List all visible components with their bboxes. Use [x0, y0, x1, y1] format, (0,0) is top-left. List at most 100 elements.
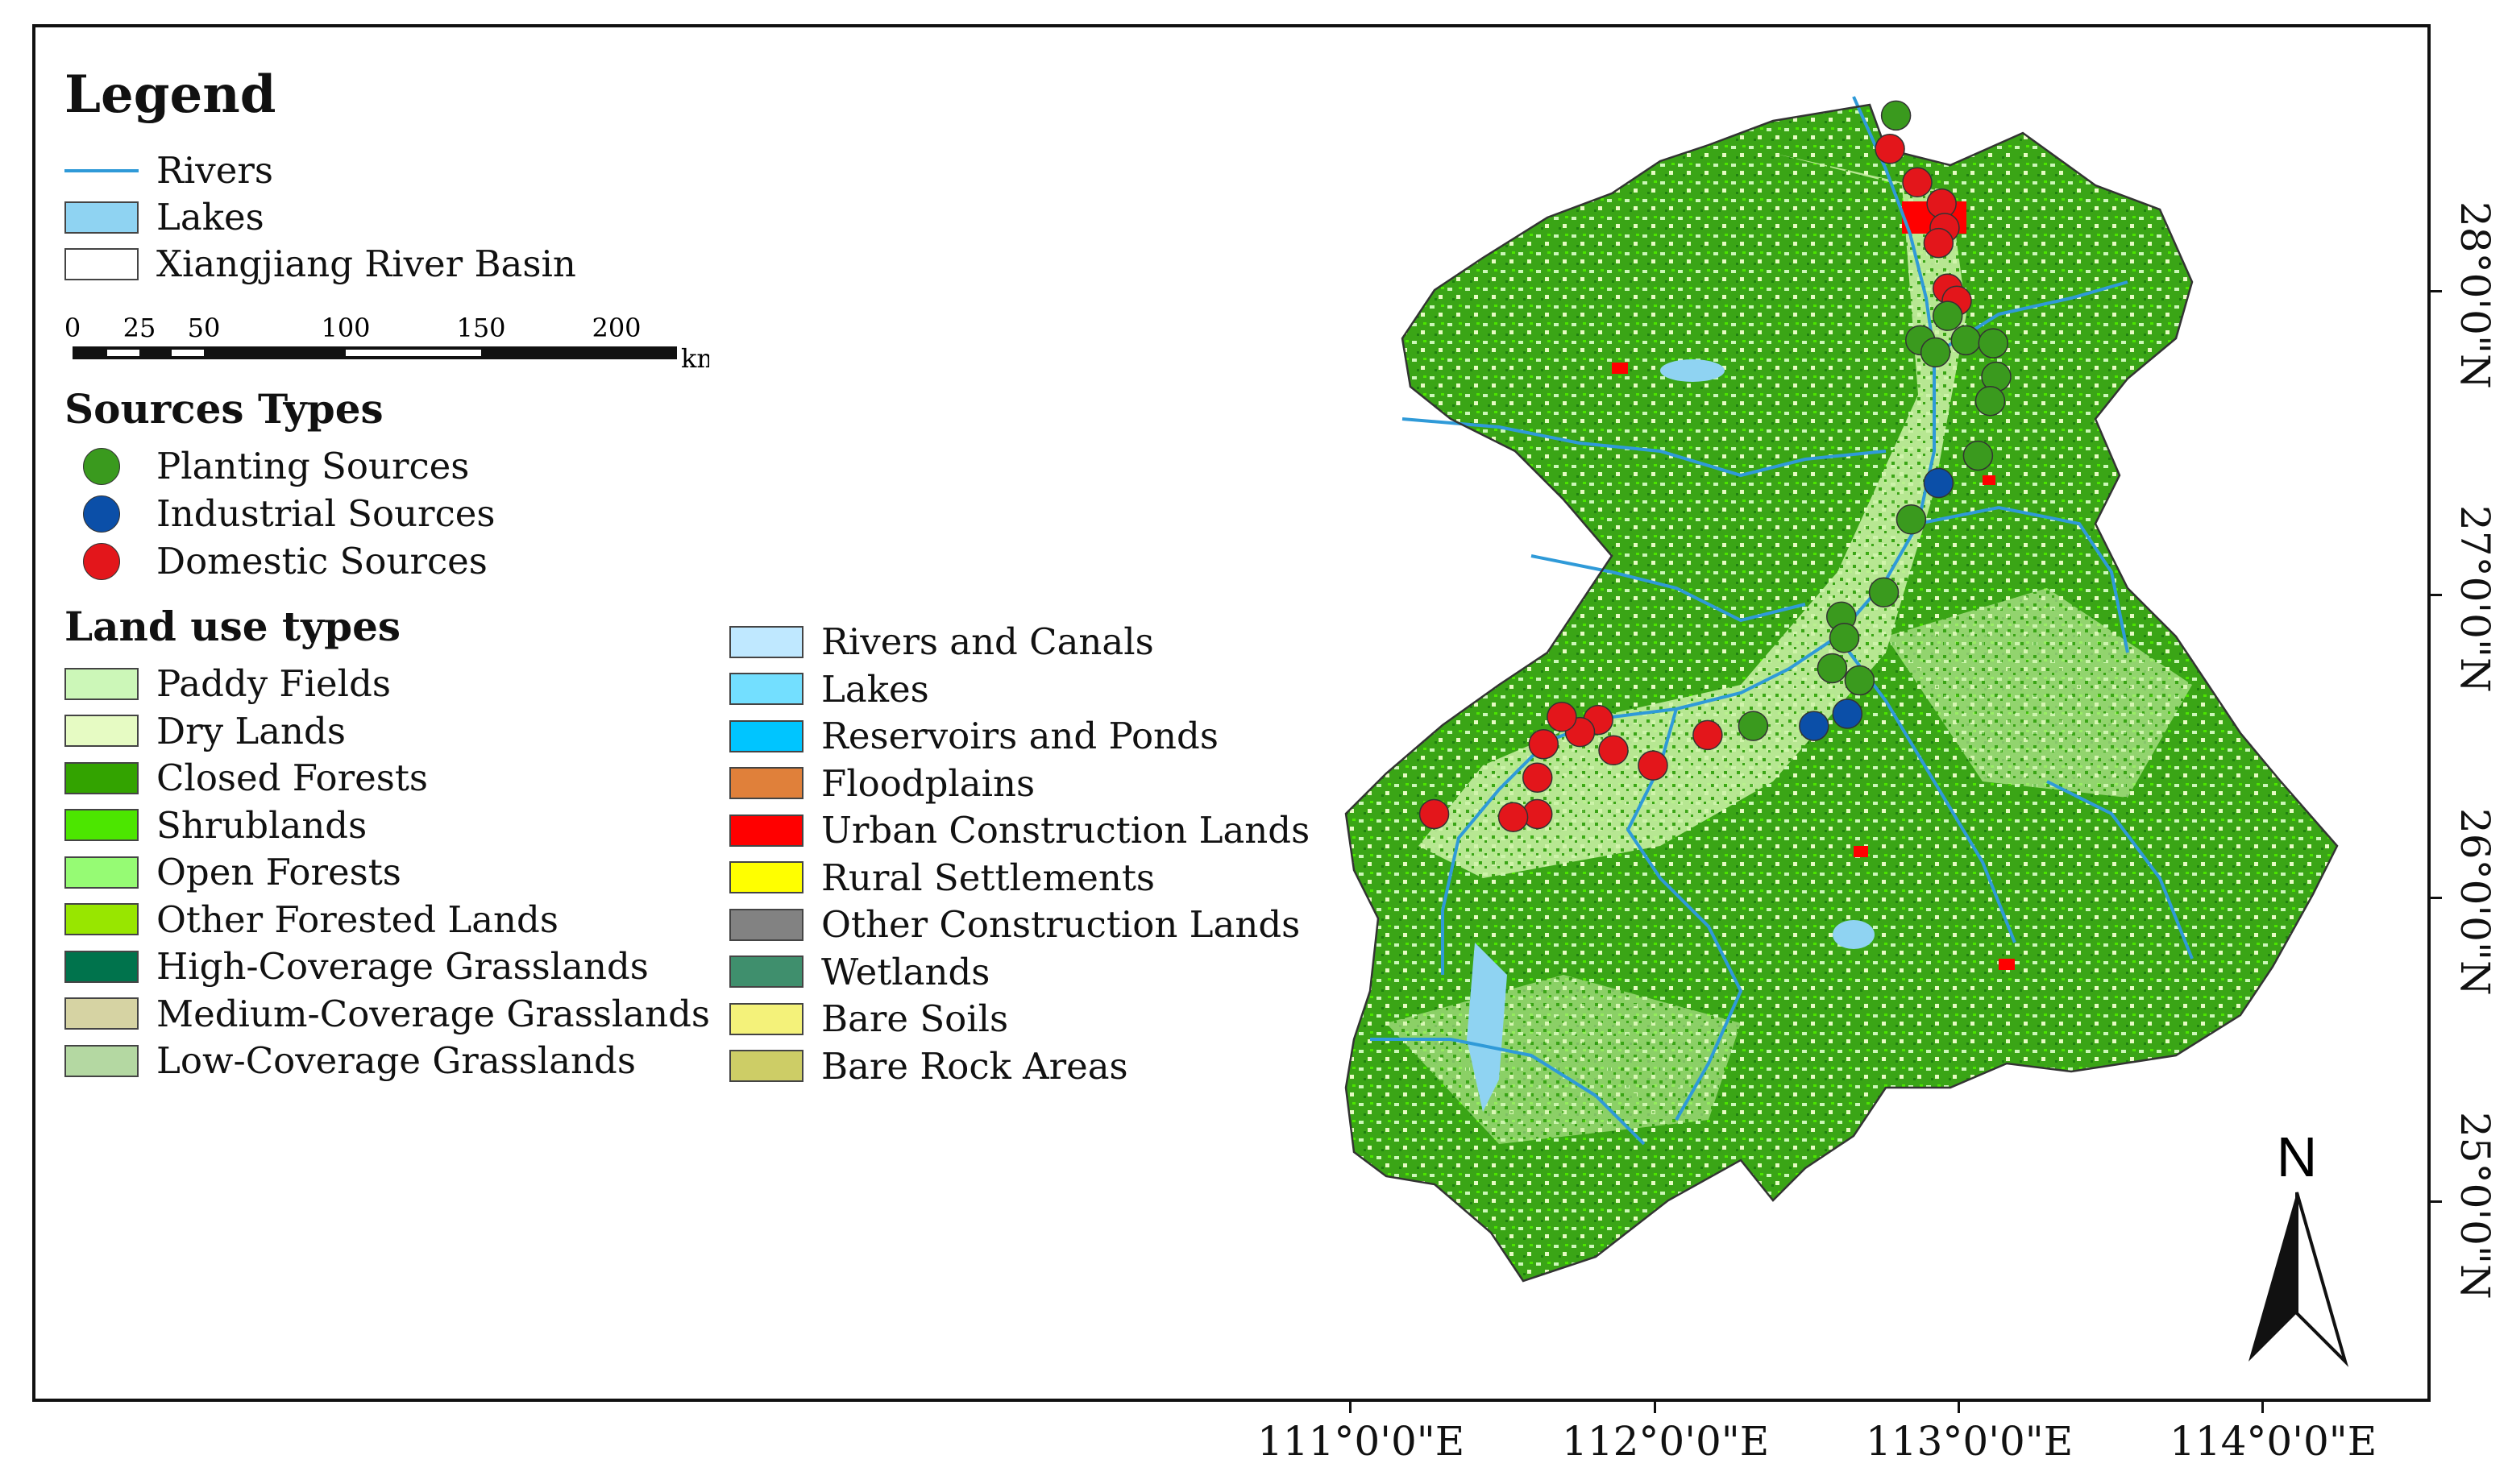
scale-bar-segment	[107, 350, 139, 356]
landuse-label: Other Construction Lands	[821, 903, 1301, 946]
landuse-legend-item: Urban Construction Lands	[729, 809, 1310, 852]
landuse-label: Urban Construction Lands	[821, 809, 1310, 852]
legend-item-label: Planting Sources	[156, 445, 470, 487]
lon-label: 114°0'0"E	[2170, 1418, 2377, 1465]
domestic-source-point	[1418, 798, 1450, 830]
landuse-swatch	[729, 625, 803, 658]
lon-tick	[2261, 1399, 2264, 1413]
legend-item-label: Domestic Sources	[156, 540, 488, 582]
landuse-legend-item: Rivers and Canals	[729, 620, 1154, 663]
landuse-swatch	[64, 1044, 139, 1077]
scale-tick-label: 150	[456, 313, 505, 343]
landuse-label: Lakes	[821, 667, 929, 711]
legend-title: Legend	[64, 64, 276, 125]
lat-label: 27°0'0"N	[2452, 505, 2498, 693]
lon-tick	[1654, 1399, 1656, 1413]
landuse-swatch	[729, 767, 803, 799]
landuse-label: Low-Coverage Grasslands	[156, 1039, 636, 1082]
domestic-source-point	[1692, 719, 1723, 751]
landuse-swatch	[729, 861, 803, 893]
lat-tick	[2427, 290, 2442, 292]
landuse-swatch	[729, 673, 803, 705]
landuse-label: Reservoirs and Ponds	[821, 715, 1219, 757]
landuse-legend-item: Bare Rock Areas	[729, 1045, 1128, 1088]
landuse-label: Wetlands	[821, 950, 990, 993]
domestic-source-point	[1638, 750, 1668, 781]
landuse-swatch	[64, 761, 139, 794]
lon-label: 111°0'0"E	[1257, 1418, 1465, 1465]
planting-source-point	[1868, 577, 1900, 607]
scale-tick-label: 50	[188, 313, 221, 343]
scale-bar-segment	[172, 350, 204, 356]
legend-item-basin: Xiangjiang River Basin	[64, 242, 576, 285]
industrial-source-point	[1799, 711, 1829, 741]
lat-tick	[2427, 897, 2442, 899]
legend-item-lakes: Lakes	[64, 196, 264, 238]
domestic-source-point	[1598, 735, 1629, 766]
lon-tick	[1958, 1399, 1960, 1413]
landuse-label: Rural Settlements	[821, 856, 1156, 899]
landuse-label: Rivers and Canals	[821, 620, 1154, 663]
landuse-legend-item: Floodplains	[729, 762, 1035, 805]
landuse-label: Paddy Fields	[156, 662, 391, 705]
landuse-label: High-Coverage Grasslands	[156, 945, 649, 988]
legend-item-label: Lakes	[156, 196, 264, 238]
legend-source-domestic: Domestic Sources	[64, 540, 488, 582]
scale-bar: 0 25 50 100 150 200 km	[64, 313, 709, 371]
planting-source-point	[1829, 623, 1860, 653]
domestic-source-point	[1902, 167, 1933, 198]
landuse-swatch	[64, 809, 139, 841]
landuse-legend-item: Other Construction Lands	[729, 903, 1300, 946]
river-line-symbol	[64, 168, 139, 172]
landuse-legend-item: Wetlands	[729, 951, 990, 993]
industrial-source-point	[1923, 467, 1954, 499]
landuse-swatch	[64, 950, 139, 983]
legend-item-label: Industrial Sources	[156, 492, 496, 535]
landuse-legend-item: Reservoirs and Ponds	[729, 715, 1219, 757]
industrial-source-point	[1832, 698, 1863, 729]
landuse-label: Dry Lands	[156, 709, 346, 752]
landuse-swatch	[64, 667, 139, 700]
landuse-swatch	[729, 814, 803, 847]
industrial-dot-icon	[83, 495, 120, 533]
planting-source-point	[1950, 325, 1982, 356]
legend-item-label: Rivers	[156, 149, 273, 192]
landuse-swatch	[729, 719, 803, 752]
north-label: N	[2277, 1128, 2318, 1188]
landuse-legend-item: Low-Coverage Grasslands	[64, 1039, 636, 1082]
landuse-legend-item: Closed Forests	[64, 757, 428, 799]
landuse-label: Other Forested Lands	[156, 897, 558, 941]
landuse-swatch	[729, 1050, 803, 1082]
landuse-label: Floodplains	[821, 761, 1036, 805]
lat-label: 28°0'0"N	[2452, 201, 2498, 389]
planting-source-point	[1920, 337, 1951, 368]
landuse-title: Land use types	[64, 603, 401, 650]
landuse-label: Medium-Coverage Grasslands	[156, 992, 710, 1035]
landuse-legend-item: Medium-Coverage Grasslands	[64, 993, 710, 1035]
legend-item-rivers: Rivers	[64, 149, 273, 192]
landuse-swatch	[64, 997, 139, 1030]
source-points	[1418, 100, 2012, 832]
domestic-source-point	[1497, 802, 1529, 832]
lat-label: 26°0'0"N	[2452, 808, 2498, 996]
scale-unit: km	[681, 343, 709, 371]
landuse-swatch	[64, 903, 139, 935]
landuse-label: Open Forests	[156, 851, 401, 893]
landuse-legend-item: Lakes	[729, 668, 929, 711]
scale-tick-label: 0	[64, 313, 81, 343]
planting-source-point	[1738, 711, 1769, 741]
north-arrow-icon: N	[2248, 1128, 2349, 1367]
planting-source-point	[1817, 653, 1848, 684]
lon-tick	[1349, 1399, 1352, 1413]
lake-swatch	[64, 201, 139, 234]
planting-dot-icon	[83, 447, 120, 485]
lat-tick	[2427, 1200, 2442, 1203]
domestic-dot-icon	[83, 542, 120, 580]
lat-label: 25°0'0"N	[2452, 1112, 2498, 1300]
landuse-legend-item: Rural Settlements	[729, 856, 1155, 899]
planting-source-point	[1932, 301, 1963, 331]
domestic-source-point	[1875, 134, 1905, 164]
domestic-source-point	[1923, 227, 1954, 259]
planting-source-point	[1880, 100, 1912, 131]
scale-bar-segment	[346, 350, 481, 356]
